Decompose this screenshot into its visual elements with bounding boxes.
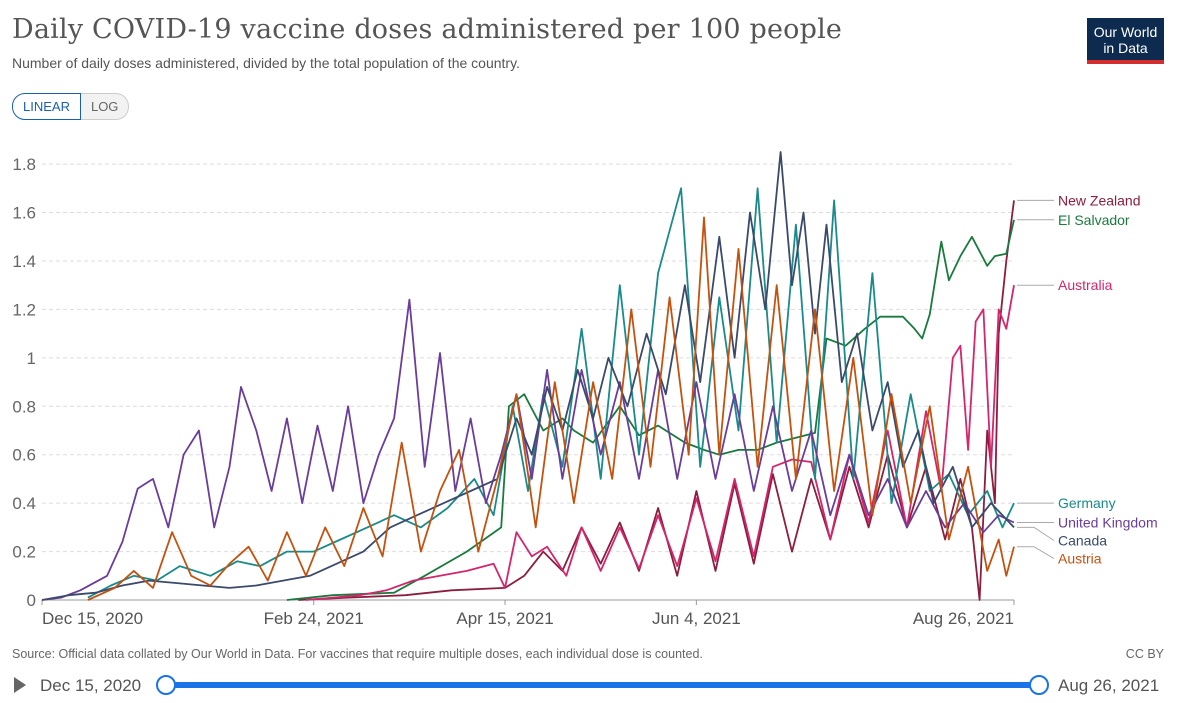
label-connector <box>1017 526 1055 541</box>
series-label-australia: Australia <box>1058 277 1113 293</box>
line-chart: 0 0.2 0.4 0.6 0.8 1 1.2 1.4 1.6 1.8 Dec 15, 2020 F… <box>12 151 1158 628</box>
scale-toggle: LINEAR LOG <box>12 93 130 120</box>
series-line-canada <box>41 151 1015 601</box>
series-label-el-salvador: El Salvador <box>1058 212 1130 228</box>
y-tick-label: 1.2 <box>12 300 36 319</box>
source-note: Source: Official data collated by Our Wo… <box>12 647 703 661</box>
timeline-track[interactable] <box>164 682 1040 688</box>
series-line-germany <box>87 187 1015 599</box>
play-icon[interactable] <box>14 677 26 693</box>
series-label-new-zealand: New Zealand <box>1058 192 1141 208</box>
series-labels: New Zealand El Salvador Australia Germany Un… <box>1017 192 1158 567</box>
timeline-start-handle[interactable] <box>156 675 176 695</box>
y-tick-label: 1.8 <box>12 155 36 174</box>
y-tick-label: 0.6 <box>12 446 36 465</box>
logo-accent-bar <box>1087 60 1164 64</box>
y-tick-label: 0.8 <box>12 397 36 416</box>
logo-line-1: Our World <box>1093 24 1158 40</box>
label-connector <box>1017 546 1055 559</box>
x-tick-label: Feb 24, 2021 <box>264 609 364 628</box>
series-line-new-zealand <box>298 200 1015 601</box>
y-tick-label: 1 <box>27 349 36 368</box>
timeline: Dec 15, 2020 Aug 26, 2021 <box>0 668 1180 703</box>
chart-title: Daily COVID-19 vaccine doses administere… <box>12 14 843 45</box>
series-line-australia <box>305 285 1015 601</box>
timeline-start-label: Dec 15, 2020 <box>40 676 142 695</box>
x-tick-label: Apr 15, 2021 <box>456 609 553 628</box>
y-tick-label: 0 <box>27 591 36 610</box>
series-label-united-kingdom: United Kingdom <box>1058 515 1158 531</box>
x-tick-label: Aug 26, 2021 <box>913 609 1014 628</box>
linear-scale-button[interactable]: LINEAR <box>12 93 81 120</box>
owid-logo[interactable]: Our World in Data <box>1087 18 1164 64</box>
y-tick-label: 1.4 <box>12 252 36 271</box>
timeline-end-label: Aug 26, 2021 <box>1058 676 1160 695</box>
license-link[interactable]: CC BY <box>1125 647 1164 661</box>
chart-subtitle: Number of daily doses administered, divi… <box>12 55 520 71</box>
logo-line-2: in Data <box>1103 40 1148 56</box>
x-tick-label: Dec 15, 2020 <box>42 609 143 628</box>
series-label-austria: Austria <box>1058 551 1102 567</box>
y-tick-label: 0.4 <box>12 494 36 513</box>
series-line-austria <box>87 216 1015 601</box>
series-line-united-kingdom <box>41 298 1015 601</box>
series-label-canada: Canada <box>1058 533 1107 549</box>
series-label-germany: Germany <box>1058 495 1116 511</box>
timeline-end-handle[interactable] <box>1029 675 1049 695</box>
y-tick-label: 1.6 <box>12 204 36 223</box>
log-scale-button[interactable]: LOG <box>80 93 130 120</box>
y-tick-label: 0.2 <box>12 543 36 562</box>
grid-lines <box>42 163 1014 601</box>
x-tick-label: Jun 4, 2021 <box>652 609 741 628</box>
x-axis-ticks: Dec 15, 2020 Feb 24, 2021 Apr 15, 2021 Jun … <box>41 600 1015 628</box>
y-axis-ticks: 0 0.2 0.4 0.6 0.8 1 1.2 1.4 1.6 1.8 <box>12 155 36 610</box>
series-lines <box>41 151 1015 601</box>
